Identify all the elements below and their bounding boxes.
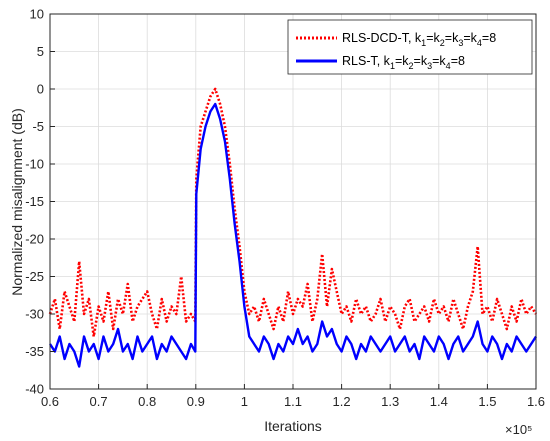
y-tick-label: -15	[25, 194, 44, 209]
y-tick-label: -40	[25, 382, 44, 397]
x-tick-label: 0.6	[41, 394, 59, 409]
y-tick-label: -5	[32, 119, 44, 134]
legend-eq-3: =k	[463, 31, 477, 45]
legend-eq-1: =k	[426, 31, 440, 45]
x-tick-label: 1	[241, 394, 248, 409]
y-tick-label: -30	[25, 307, 44, 322]
legend-label-rls-dcd-t-prefix: RLS-DCD-T, k	[342, 31, 422, 45]
legend2-eq-3: =k	[432, 54, 446, 68]
y-tick-label: 10	[30, 7, 44, 22]
series-line-rls-t	[48, 102, 538, 368]
x-tick-label: 0.8	[138, 394, 156, 409]
x-tick-label: 1.4	[430, 394, 448, 409]
x-tick-label: 0.9	[187, 394, 205, 409]
legend-sub-4: 4	[477, 38, 482, 48]
legend2-sub-3: 3	[427, 61, 432, 71]
x-tick-label: 1.5	[478, 394, 496, 409]
legend2-eq-4: =8	[451, 54, 465, 68]
legend-box	[287, 19, 533, 75]
legend2-eq-2: =k	[414, 54, 428, 68]
legend-sub-3: 3	[458, 38, 463, 48]
legend-eq-2: =k	[445, 31, 459, 45]
y-tick-label: -25	[25, 269, 44, 284]
legend2-sub-2: 2	[409, 61, 414, 71]
legend-label-rls-t: RLS-T, k1=k2=k3=k4=8	[342, 54, 465, 71]
y-tick-label: 0	[37, 82, 44, 97]
x-tick-label: 1.2	[333, 394, 351, 409]
x-tick-label: 1.3	[381, 394, 399, 409]
x-axis: 0.6 0.7 0.8 0.9 1 1.1 1.2 1.3 1.4 1.5 1.6	[41, 384, 545, 409]
series-layer	[48, 87, 538, 368]
legend-eq-4: =8	[482, 31, 496, 45]
x-tick-label: 0.7	[90, 394, 108, 409]
y-tick-label: -35	[25, 344, 44, 359]
legend2-sub-1: 1	[390, 61, 395, 71]
series-line-rls-dcd-t	[48, 87, 538, 338]
y-axis-label: Normalized misalignment (dB)	[9, 108, 25, 296]
legend2-eq-1: =k	[395, 54, 409, 68]
x-tick-label: 1.1	[284, 394, 302, 409]
x-axis-multiplier: ×10⁵	[505, 422, 532, 437]
x-tick-label: 1.6	[527, 394, 545, 409]
legend-label-rls-dcd-t: RLS-DCD-T, k1=k2=k3=k4=8	[342, 31, 496, 48]
legend: RLS-DCD-T, k1=k2=k3=k4=8 RLS-T, k1=k2=k3…	[287, 19, 533, 75]
y-tick-label: 5	[37, 44, 44, 59]
legend2-sub-4: 4	[446, 61, 451, 71]
legend-label-rls-t-prefix: RLS-T, k	[342, 54, 391, 68]
legend-sub-1: 1	[421, 38, 426, 48]
x-axis-label: Iterations	[264, 418, 322, 434]
legend-sub-2: 2	[440, 38, 445, 48]
y-tick-label: -20	[25, 232, 44, 247]
y-tick-label: -10	[25, 157, 44, 172]
y-axis: -40 -35 -30 -25 -20 -15 -10 -5 0 5 10	[25, 7, 55, 397]
